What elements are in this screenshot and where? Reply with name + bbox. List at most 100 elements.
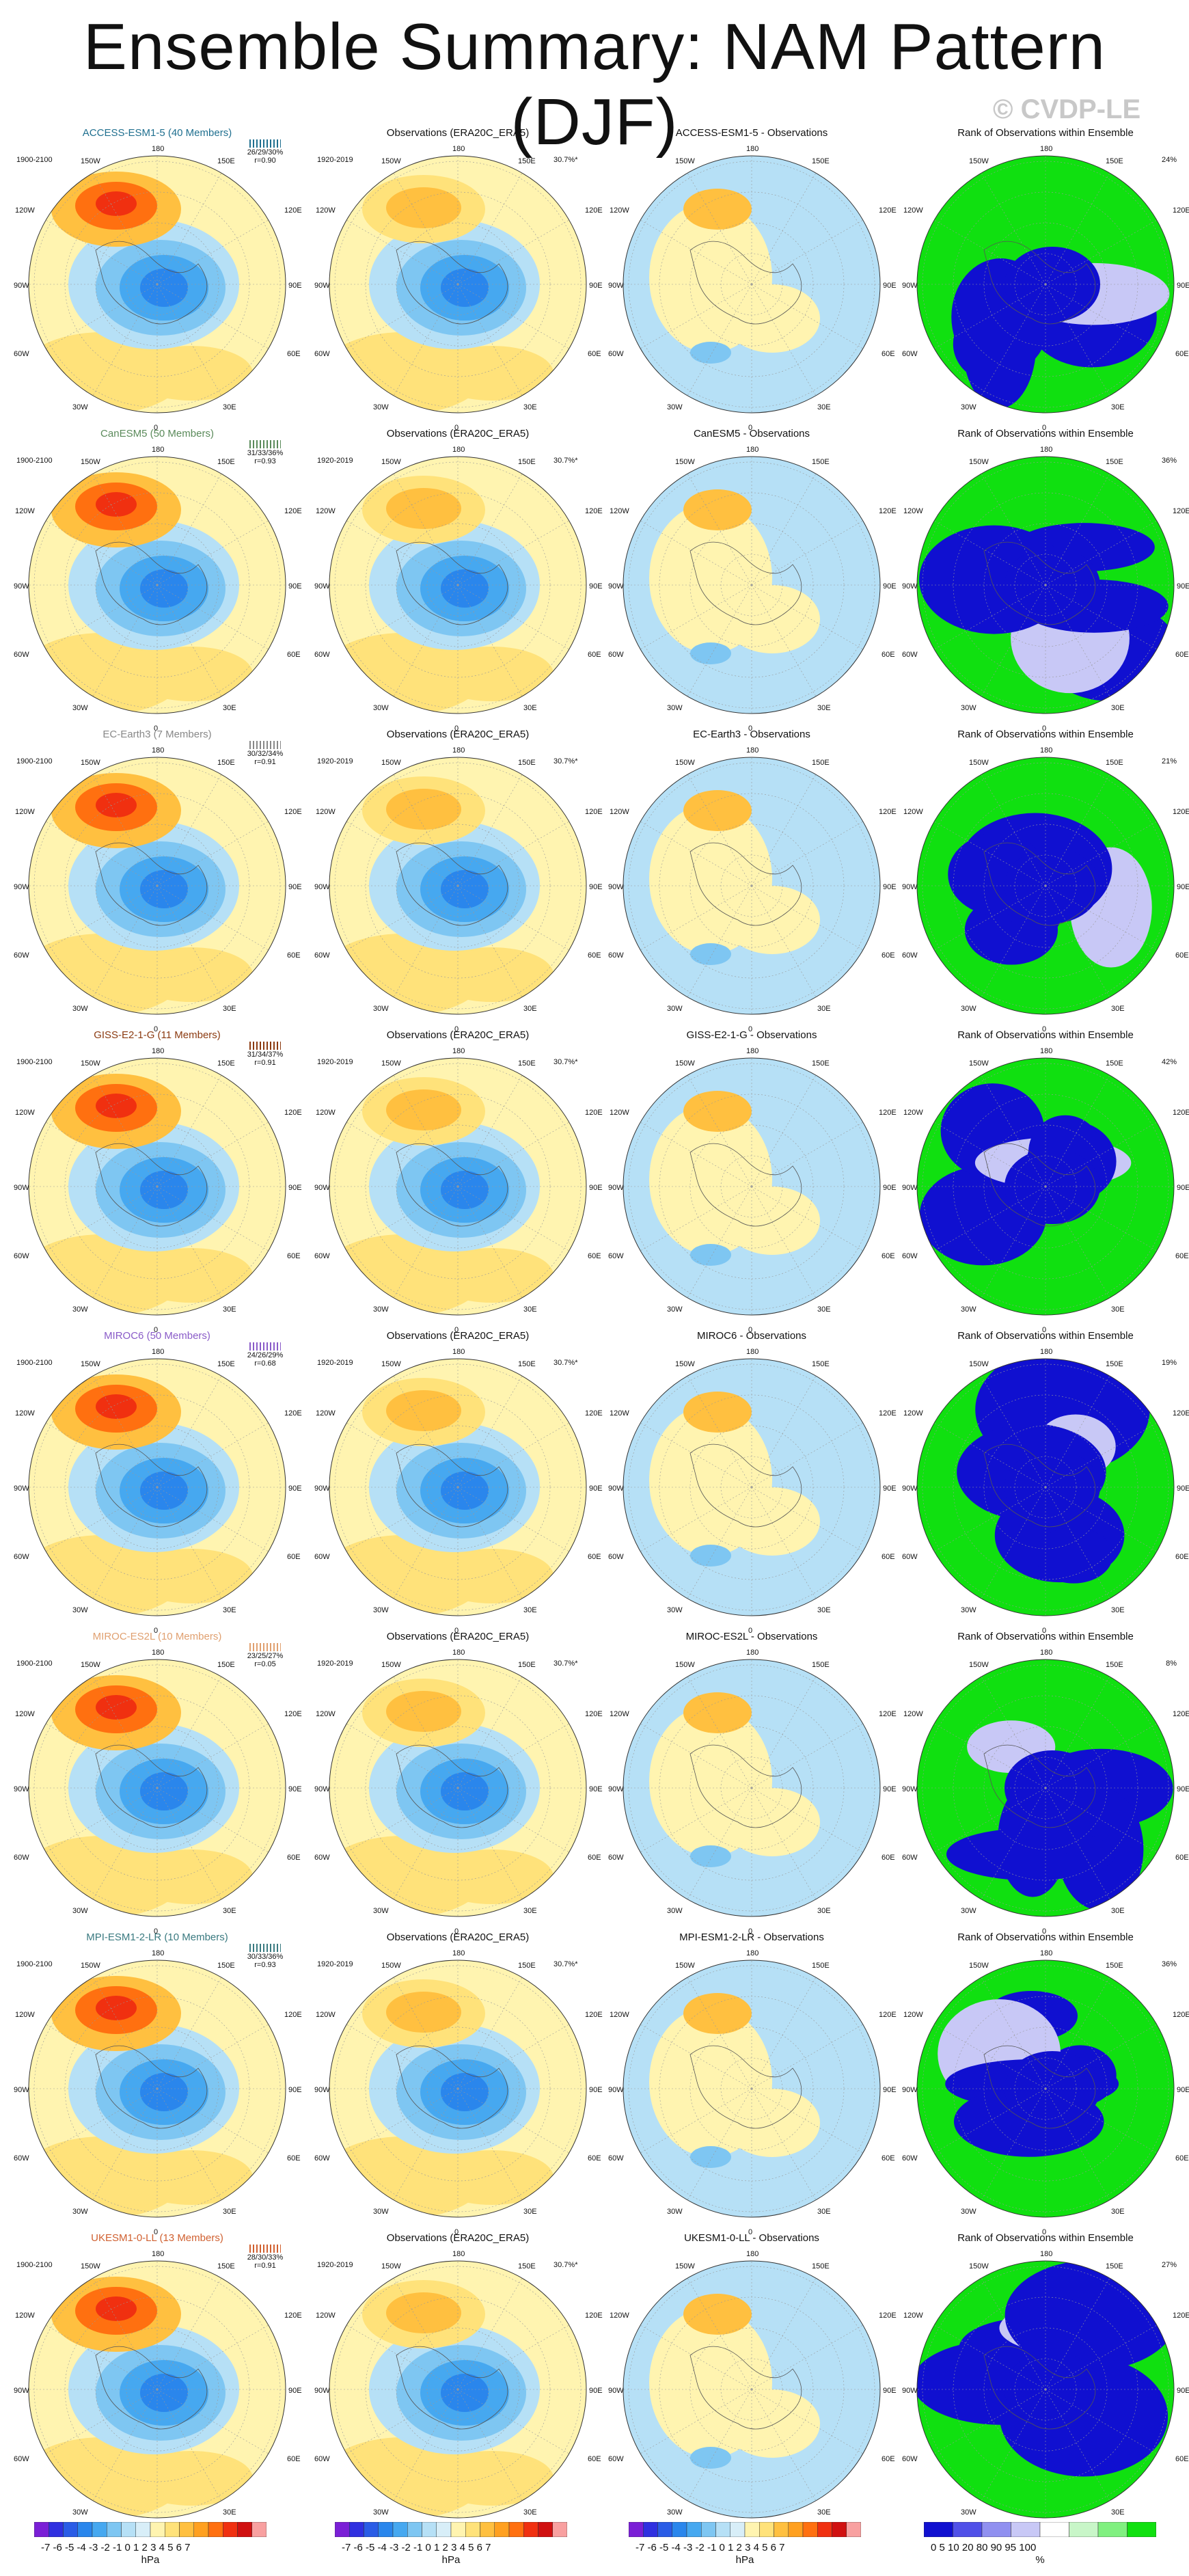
lon-label-ur: 150E [1106,458,1123,467]
lon-label-br: 30E [223,1907,236,1916]
hpa0-swatch-14 [238,2522,252,2537]
obs-period: 1920-2019 [317,757,353,766]
lon-label-ur: 150E [1106,2262,1123,2271]
lon-label-l1: 120W [316,2011,336,2020]
obs-percent: 30.7%* [554,1359,577,1368]
lon-label-l2: 90W [314,2086,330,2095]
map-model [20,2253,294,2530]
lon-label-l1: 120W [903,2311,923,2320]
lon-label-r2: 90E [288,1785,302,1794]
map-obs [321,2253,594,2530]
hpa0-swatch-13 [223,2522,237,2537]
lon-label-l1: 120W [903,2011,923,2020]
lon-label-r3: 60E [588,951,601,960]
lon-label-l1: 120W [316,808,336,817]
lon-label-ul: 150W [381,1661,401,1670]
polar-map-obs [321,1952,594,2225]
lon-label-r3: 60E [588,350,601,359]
hpa1-swatch-13 [523,2522,538,2537]
lon-label-br: 30E [1111,704,1125,713]
lon-label-ur: 150E [812,2262,830,2271]
lon-label-l1: 120W [903,1710,923,1719]
panel-title: Observations (ERA20C_ERA5) [321,1931,594,1944]
lon-label-br: 30E [523,403,537,412]
lon-label-r2: 90E [1177,2086,1189,2095]
lon-label-br: 30E [817,1907,831,1916]
obs-percent: 30.7%* [554,2261,577,2270]
stats-bar [249,139,281,148]
lon-label-r3: 60E [1175,951,1189,960]
lon-label-r1: 120E [1173,206,1189,215]
panel-title: Observations (ERA20C_ERA5) [321,729,594,741]
lon-label-br: 30E [523,1606,537,1615]
stats-r: r=0.91 [245,2262,286,2270]
map-obs [321,1351,594,1627]
hpa1-swatch-8 [451,2522,465,2537]
stats-bar [249,1643,281,1651]
hpa0-swatch-0 [34,2522,49,2537]
lon-label-l3: 60W [608,1252,624,1261]
lon-label-ur: 150E [217,1661,235,1670]
lon-label-l3: 60W [902,1854,918,1862]
hpa2-swatch-11 [789,2522,803,2537]
polar-map-diff [615,749,888,1022]
lon-label-ul: 150W [381,157,401,166]
map-model [20,1952,294,2229]
lon-label-l1: 120W [15,808,35,817]
map-obs [321,1952,594,2229]
obs-percent: 30.7%* [554,1659,577,1668]
lon-label-l3: 60W [608,1854,624,1862]
model-period: 1900-2100 [16,156,53,165]
polar-map-rank [909,2253,1182,2526]
lon-label-r2: 90E [589,1785,603,1794]
panel-row7-col2: UKESM1-0-LL - Observations1800150W150E12… [615,2232,888,2533]
colorbar-hpa-1 [34,2522,266,2537]
lon-label-bl: 30W [373,704,389,713]
lon-label-l1: 120W [15,206,35,215]
lon-label-r3: 60E [287,1553,301,1562]
lon-label-l1: 120W [15,2311,35,2320]
panel-row5-col2: MIROC-ES2L - Observations 180 0 150W 150E 120… [615,1631,888,1931]
lon-label-r2: 90E [883,883,897,892]
panel-title: Rank of Observations within Ensemble [909,1631,1182,1643]
lon-label-r3: 60E [882,951,895,960]
hpa0-swatch-8 [150,2522,165,2537]
lon-label-bl: 30W [373,403,389,412]
model-period: 1900-2100 [16,1359,53,1368]
lon-label-l1: 120W [903,206,923,215]
lon-label-top: 180 [746,145,758,154]
lon-label-l2: 90W [14,282,29,290]
lon-label-top: 180 [152,145,164,154]
lon-label-bl: 30W [961,2208,976,2216]
colorbar-ticks-3: -7 -6 -5 -4 -3 -2 -1 0 1 2 3 4 5 6 7 [636,2542,784,2553]
lon-label-bl: 30W [373,1305,389,1314]
lon-label-r1: 120E [284,1109,302,1117]
stats-bar [249,1342,281,1351]
rank-swatch-3 [1011,2522,1041,2537]
panel-row6-col0: MPI-ESM1-2-LR (10 Members) 180 0 150W 150E 12… [20,1931,294,2232]
lon-label-ur: 150E [812,157,830,166]
lon-label-l3: 60W [14,1553,29,1562]
lon-label-bl: 30W [667,1907,683,1916]
panel-title: Rank of Observations within Ensemble [909,1330,1182,1342]
lon-label-ur: 150E [1106,1962,1123,1970]
polar-map-model [20,1351,294,1624]
lon-label-br: 30E [817,2208,831,2216]
lon-label-l3: 60W [14,651,29,660]
hpa1-swatch-9 [465,2522,480,2537]
panel-title: EC-Earth3 (7 Members) [20,729,294,741]
lon-label-ur: 150E [1106,1661,1123,1670]
ensemble-stats: 23/25/27% r=0.05 [245,1643,286,1668]
colorbar-unit-1: hPa [102,2554,198,2566]
lon-label-l2: 90W [902,1484,918,1493]
rank-percent: 27% [1143,2261,1177,2270]
lon-label-bl: 30W [961,2508,976,2517]
obs-period: 1920-2019 [317,1058,353,1067]
lon-label-ul: 150W [81,1962,100,1970]
lon-label-r1: 120E [1173,2011,1189,2020]
panel-row1-col1: Observations (ERA20C_ERA5) 180 0 150W 150E 12… [321,428,594,729]
lon-label-l3: 60W [902,951,918,960]
lon-label-r3: 60E [882,1252,895,1261]
polar-map-model [20,1952,294,2225]
polar-map-rank [909,148,1182,421]
